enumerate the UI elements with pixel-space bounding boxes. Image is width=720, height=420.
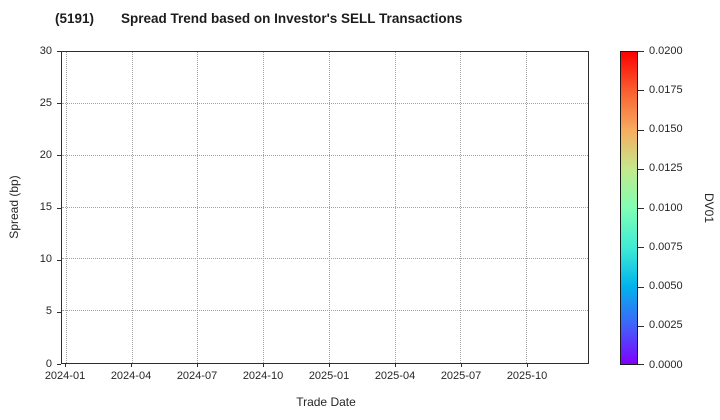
x-tick-label: 2025-01: [308, 370, 350, 382]
y-tick-mark: [57, 259, 61, 261]
colorbar-tick-label: 0.0125: [649, 162, 683, 175]
y-tick-label: 5: [45, 305, 52, 318]
x-tick-label: 2025-07: [440, 370, 482, 382]
gridline-vertical: [328, 52, 330, 363]
colorbar-tick-mark: [638, 286, 644, 288]
colorbar-tick-label: 0.0175: [649, 83, 683, 96]
x-tick-mark: [395, 364, 396, 367]
x-tick-mark: [461, 364, 462, 367]
colorbar-label: DV01: [702, 192, 716, 224]
x-tick-label: 2024-04: [110, 370, 152, 382]
colorbar-tick-label: 0.0000: [649, 358, 683, 371]
gridline-vertical: [460, 52, 462, 363]
y-tick-mark: [57, 207, 61, 209]
x-tick-label: 2025-04: [374, 370, 416, 382]
chart-title: (5191) Spread Trend based on Investor's …: [55, 11, 462, 26]
y-tick-label: 10: [39, 253, 52, 266]
colorbar-tick-label: 0.0200: [649, 44, 683, 57]
gridline-horizontal: [62, 206, 588, 208]
y-tick-label: 15: [39, 201, 52, 213]
plot-area: [61, 51, 589, 364]
gridline-horizontal: [62, 310, 588, 312]
y-tick-label: 20: [39, 148, 52, 161]
gridline-vertical: [263, 52, 265, 363]
colorbar-tick-label: 0.0050: [649, 280, 683, 292]
colorbar-tick-mark: [638, 247, 644, 249]
x-tick-label: 2024-01: [44, 370, 86, 382]
colorbar-tick-label: 0.0150: [649, 123, 683, 135]
gridline-vertical: [131, 52, 133, 363]
x-tick-mark: [131, 364, 132, 367]
colorbar-tick-label: 0.0100: [649, 201, 683, 214]
gridline-vertical: [526, 52, 528, 363]
gridline-vertical: [394, 52, 396, 363]
gridline-horizontal: [62, 102, 588, 104]
x-tick-label: 2025-10: [506, 370, 548, 382]
colorbar-tick-mark: [638, 364, 644, 365]
y-tick-mark: [57, 103, 61, 105]
y-tick-mark: [57, 155, 61, 157]
x-tick-mark: [65, 364, 66, 367]
chart-title-code: (5191): [55, 11, 95, 26]
colorbar-tick-mark: [638, 51, 644, 52]
colorbar-tick-mark: [638, 90, 644, 92]
x-tick-mark: [329, 364, 330, 367]
colorbar: [620, 51, 638, 365]
x-tick-mark: [197, 364, 198, 367]
x-tick-mark: [263, 364, 264, 367]
x-tick-label: 2024-10: [242, 370, 284, 382]
colorbar-tick-label: 0.0025: [649, 319, 683, 332]
colorbar-tick-mark: [638, 325, 644, 327]
gridline-horizontal: [62, 258, 588, 260]
gridline-horizontal: [62, 154, 588, 156]
x-tick-label: 2024-07: [176, 370, 218, 382]
y-tick-label: 25: [39, 96, 52, 109]
chart-title-text: Spread Trend based on Investor's SELL Tr…: [121, 11, 463, 26]
gridline-vertical: [197, 52, 199, 363]
y-tick-mark: [57, 364, 61, 365]
colorbar-tick-mark: [638, 208, 644, 209]
y-tick-mark: [57, 311, 61, 313]
x-axis-label: Trade Date: [296, 395, 356, 409]
colorbar-tick-mark: [638, 168, 644, 170]
colorbar-tick-label: 0.0075: [649, 240, 683, 253]
x-tick-mark: [527, 364, 528, 367]
y-tick-label: 0: [45, 357, 52, 370]
gridline-vertical: [65, 52, 67, 363]
colorbar-tick-mark: [638, 129, 644, 131]
y-tick-label: 30: [39, 44, 52, 57]
y-tick-mark: [57, 51, 61, 52]
